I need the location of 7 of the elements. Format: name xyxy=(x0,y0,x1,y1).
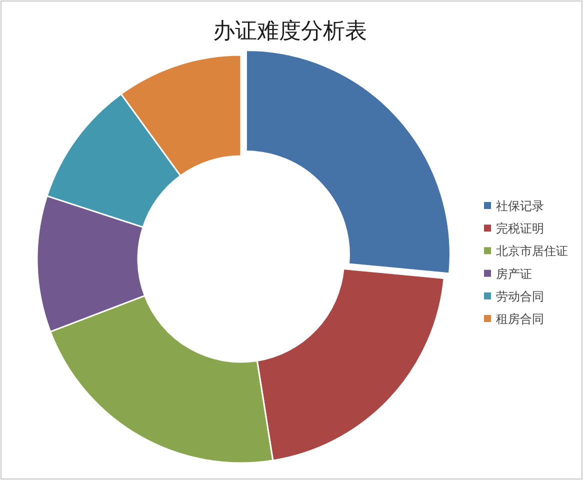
legend-label: 北京市居住证 xyxy=(496,244,568,258)
legend-label: 劳动合同 xyxy=(496,289,544,304)
chart-title: 办证难度分析表 xyxy=(213,19,367,44)
legend-label: 房产证 xyxy=(496,266,532,281)
legend-label: 租房合同 xyxy=(496,312,544,326)
legend-label: 完税证明 xyxy=(496,222,544,236)
legend-label: 社保记录 xyxy=(496,199,544,213)
